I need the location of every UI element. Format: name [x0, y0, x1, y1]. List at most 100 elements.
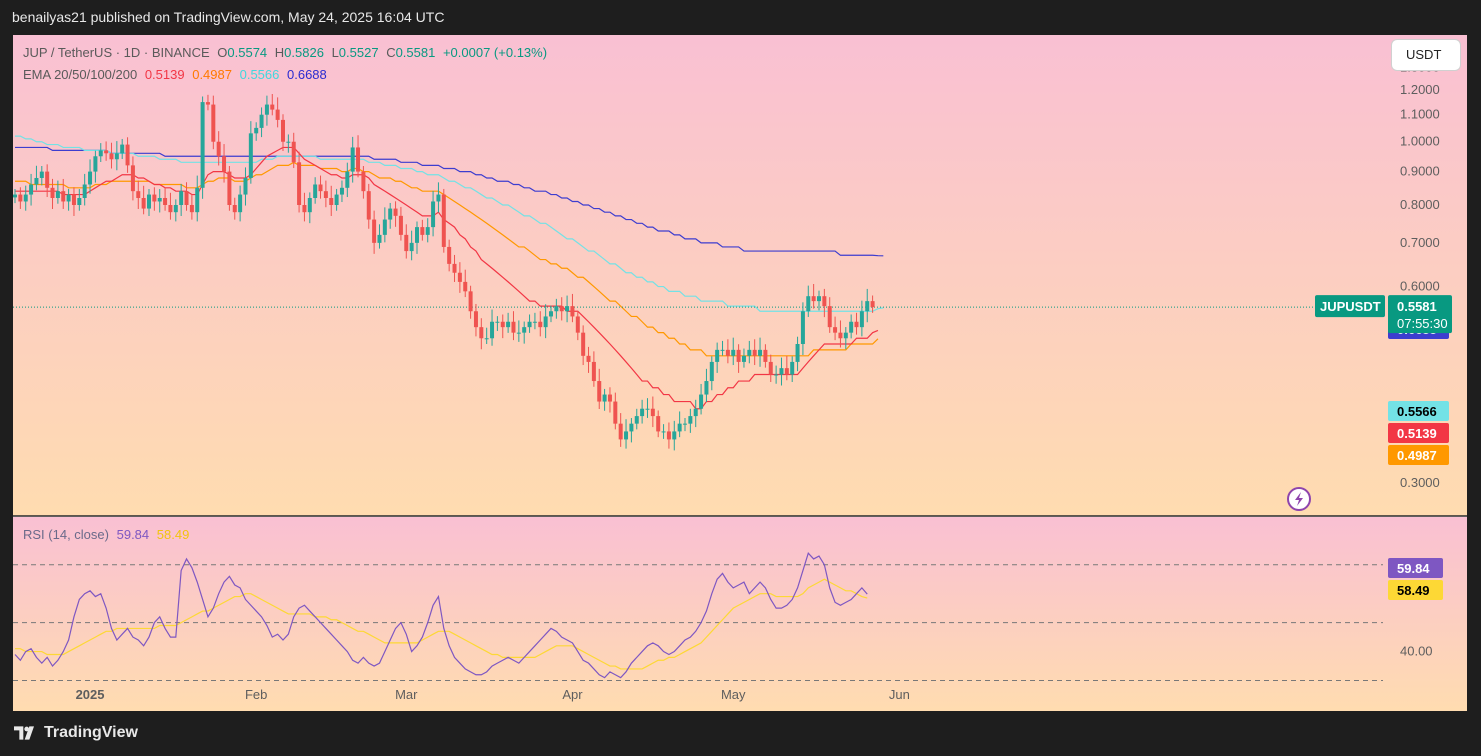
- candle-body: [865, 301, 870, 312]
- candle: [865, 288, 870, 323]
- candle: [114, 141, 119, 171]
- candle-body: [318, 184, 323, 192]
- candle: [618, 413, 623, 447]
- candle: [854, 312, 859, 335]
- candle: [222, 144, 227, 183]
- candle: [634, 408, 639, 430]
- candle: [795, 336, 800, 372]
- candle: [82, 173, 87, 206]
- rsi-ma-line: [15, 578, 868, 670]
- candle-body: [232, 204, 237, 213]
- candle-body: [431, 201, 436, 228]
- candle-body: [656, 416, 661, 432]
- candle-body: [361, 171, 366, 192]
- price-axis-tick: 1.2000: [1400, 82, 1440, 97]
- candle-body: [859, 311, 864, 328]
- candle-body: [511, 321, 516, 333]
- candle-body: [554, 306, 559, 312]
- candle-body: [538, 321, 543, 328]
- candle-body: [173, 204, 178, 213]
- candle-body: [591, 361, 596, 382]
- price-tag-bg: [1388, 423, 1449, 443]
- low-label: L: [331, 45, 339, 60]
- time-axis-tick: Mar: [395, 687, 418, 702]
- brand-footer[interactable]: TradingView: [14, 724, 138, 742]
- candle: [833, 316, 838, 341]
- candle-body: [302, 204, 307, 213]
- last-price-tag: JUPUSDT 0.5581 07:55:30: [1315, 295, 1452, 334]
- high-value: 0.5826: [284, 45, 324, 60]
- candle: [173, 199, 178, 222]
- candle-body: [693, 408, 698, 417]
- candle: [447, 239, 452, 272]
- candle-body: [565, 306, 570, 312]
- candle-body: [452, 263, 457, 273]
- rsi-tag-value: 59.84: [1397, 561, 1430, 576]
- ema20-value: 0.5139: [144, 67, 185, 82]
- candle: [264, 95, 269, 126]
- candle-body: [822, 296, 827, 307]
- currency-button[interactable]: USDT: [1391, 39, 1461, 71]
- candle: [800, 302, 805, 355]
- symbol-name[interactable]: JUP / TetherUS · 1D · BINANCE: [23, 45, 210, 60]
- candle: [361, 165, 366, 199]
- candle-body: [120, 144, 125, 154]
- rsi-legend[interactable]: RSI (14, close) 59.84 58.49: [23, 527, 193, 542]
- candle: [356, 135, 361, 178]
- candle: [307, 192, 312, 224]
- candle: [130, 156, 135, 201]
- candle: [393, 201, 398, 227]
- candle: [125, 137, 130, 173]
- candle: [55, 180, 60, 204]
- candle: [581, 325, 586, 366]
- ema20-line: [15, 146, 879, 410]
- candle: [200, 96, 205, 199]
- lightning-alert-icon[interactable]: [1287, 487, 1311, 511]
- symbol-legend[interactable]: JUP / TetherUS · 1D · BINANCE O0.5574 H0…: [23, 45, 551, 60]
- candle-body: [758, 349, 763, 356]
- candle-body: [581, 332, 586, 356]
- open-label: O: [217, 45, 228, 60]
- candle-body: [817, 296, 821, 302]
- candle: [318, 175, 323, 199]
- candle-body: [779, 368, 784, 375]
- candle-body: [275, 109, 280, 120]
- candle: [61, 178, 66, 209]
- candle-body: [23, 194, 28, 202]
- candle: [398, 206, 403, 241]
- candle-body: [184, 191, 189, 205]
- candle: [18, 187, 23, 209]
- candle-body: [634, 416, 639, 424]
- candle: [104, 141, 109, 161]
- candle: [758, 337, 763, 367]
- candle-body: [409, 242, 414, 252]
- candle-body: [45, 171, 50, 188]
- candle-body: [543, 316, 548, 328]
- rsi-tag-value: 58.49: [1397, 583, 1430, 598]
- candle: [291, 132, 296, 169]
- ema-legend[interactable]: EMA 20/50/100/200 0.5139 0.4987 0.5566 0…: [23, 67, 331, 82]
- candle: [339, 180, 344, 203]
- candle-body: [425, 227, 430, 235]
- candle: [334, 188, 339, 211]
- candle-body: [29, 184, 34, 195]
- candle-body: [843, 332, 848, 339]
- candle-body: [661, 431, 666, 433]
- time-axis-tick: Jun: [889, 687, 910, 702]
- candle-body: [490, 321, 495, 339]
- candle: [366, 183, 371, 229]
- ema200-value: 0.6688: [287, 67, 327, 82]
- candle-body: [741, 355, 746, 362]
- candle: [243, 167, 248, 206]
- candle-body: [189, 204, 194, 213]
- rsi-label[interactable]: RSI (14, close): [23, 527, 109, 542]
- candle-body: [457, 272, 462, 282]
- candle: [549, 305, 553, 323]
- candle: [602, 388, 607, 411]
- candle-body: [795, 344, 800, 362]
- candle: [532, 312, 537, 330]
- ema100-line: [15, 135, 884, 312]
- ema-label[interactable]: EMA 20/50/100/200: [23, 67, 138, 82]
